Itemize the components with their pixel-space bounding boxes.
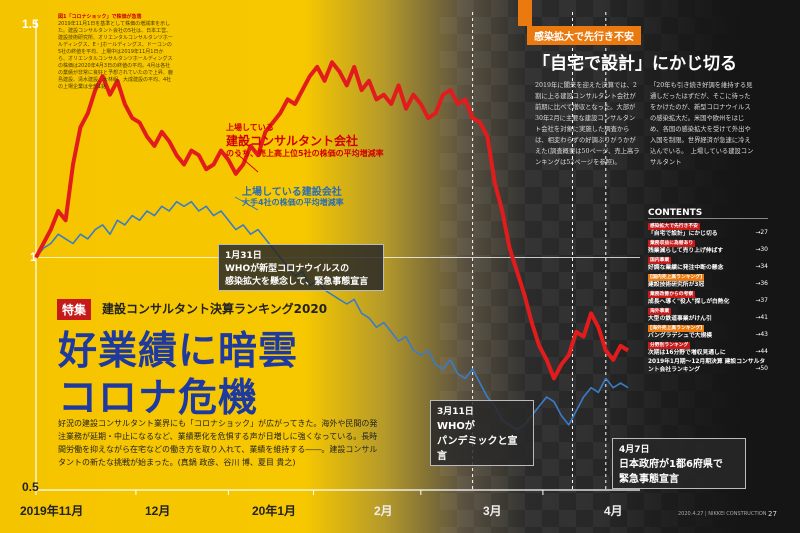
contents-item[interactable]: 国内事業 好調な業績に発注中断の懸念 →34 bbox=[648, 256, 768, 271]
contents-item-page: →34 bbox=[755, 263, 768, 270]
contents-item-text: 残業減らして売り上げ伸ばす bbox=[648, 248, 724, 254]
article-title-line1: 好業績に暗雲 bbox=[58, 329, 299, 374]
contents-item-page: →30 bbox=[755, 246, 768, 253]
sidebar-body-col2: 「20年も引き続き好調を維持する見通しだったはずだが、そこに待ったをかけたのが、… bbox=[650, 82, 754, 166]
blue-series-label-line2: 大手4社の株価の平均増減率 bbox=[242, 198, 344, 207]
contents-item-page: →44 bbox=[755, 348, 768, 355]
sidebar-badge-corner bbox=[518, 0, 532, 26]
contents-item-tag: 感染拡大で先行き不安 bbox=[648, 223, 700, 230]
contents-item-text: 大型の鉄道事業がけん引 bbox=[648, 316, 712, 322]
contents-item-text: 建設技術研究所が3冠 bbox=[648, 282, 705, 288]
contents-item-tag: [国内売上高ランキング] bbox=[648, 274, 705, 281]
callout-jan31-text2: 感染拡大を懸念して、緊急事態宣言 bbox=[225, 277, 369, 287]
contents-item[interactable]: [国内売上高ランキング] 建設技術研究所が3冠 →36 bbox=[648, 273, 768, 288]
contents-item-page: →37 bbox=[755, 297, 768, 304]
contents-item-tag: 分野別ランキング bbox=[648, 342, 691, 349]
label-connector bbox=[234, 196, 259, 211]
contents-item-page: →36 bbox=[755, 280, 768, 287]
contents-item-page: →27 bbox=[755, 229, 768, 236]
red-series-line bbox=[34, 60, 630, 381]
red-series-label-line2: 建設コンサルタント会社 bbox=[226, 134, 359, 148]
label-connector bbox=[234, 151, 259, 173]
contents-item-tag: 海外事業 bbox=[648, 308, 672, 315]
y-tick-label: 1 bbox=[30, 250, 37, 264]
contents-item-text: 好調な業績に発注中断の懸念 bbox=[648, 265, 724, 271]
contents-item-page: →50 bbox=[755, 365, 768, 372]
contents-item[interactable]: 業務収益に為替あり 残業減らして売り上げ伸ばす →30 bbox=[648, 239, 768, 254]
article-kicker: 建設コンサルタント決算ランキング2020 bbox=[102, 302, 328, 316]
sidebar-body-col1: 2019年に閣来を迎えた決算では、2割に上る建設コンサルタント会社が前期に比べて… bbox=[535, 82, 640, 166]
sidebar-badge: 感染拡大で先行き不安 bbox=[527, 26, 641, 45]
y-tick-label: 0.5 bbox=[22, 480, 39, 494]
contents-box: CONTENTS 感染拡大で先行き不安 「自宅で設計」にかじ切る →27 業務収益に為… bbox=[648, 208, 768, 375]
callout-mar11-text2: パンデミックと宣言 bbox=[437, 436, 518, 462]
contents-item-tag: 業務収益に為替あり bbox=[648, 240, 696, 247]
article-lead: 好況の建設コンサルタント業界にも「コロナショック」が広がってきた。海外や民間の発… bbox=[58, 419, 378, 467]
contents-item[interactable]: 分野別ランキング 次期は16分野で増収見通しに →44 bbox=[648, 341, 768, 356]
x-tick-label: 2019年11月 bbox=[20, 504, 84, 518]
contents-item-tag: 国内事業 bbox=[648, 257, 672, 264]
legend-text: 2019年11月1日を基準として株価の増減率を示した。建設コンサルタント会社の5… bbox=[58, 21, 173, 90]
contents-item[interactable]: 海外事業 大型の鉄道事業がけん引 →41 bbox=[648, 307, 768, 322]
legend-heading: 図1「コロナショック」で株価が急落 bbox=[58, 14, 142, 20]
feature-tag: 特集 bbox=[57, 299, 92, 320]
article-title-line2: コロナ危機 bbox=[58, 376, 259, 421]
callout-apr7-text1: 日本政府が1都6府県で bbox=[619, 459, 723, 470]
callout-mar11-text1: WHOが bbox=[437, 421, 475, 432]
contents-item-tag: [海外売上高ランキング] bbox=[648, 325, 705, 332]
contents-heading: CONTENTS bbox=[648, 208, 768, 219]
callout-apr7-text2: 緊急事態宣言 bbox=[619, 474, 679, 485]
callout-mar11: 3月11日 WHOが パンデミックと宣言 bbox=[430, 400, 534, 466]
contents-item-text: 「自宅で設計」にかじ切る bbox=[648, 231, 718, 237]
callout-apr7-date: 4月7日 bbox=[619, 445, 650, 455]
contents-item-text: 次期は16分野で増収見通しに bbox=[648, 350, 726, 356]
contents-item[interactable]: [海外売上高ランキング] バングラデシュで大規模 →43 bbox=[648, 324, 768, 339]
blue-series-label-line1: 上場している建設会社 bbox=[242, 187, 342, 198]
callout-mar11-date: 3月11日 bbox=[437, 407, 474, 417]
x-tick-label: 2月 bbox=[374, 504, 393, 518]
contents-item-text: 2019年1月期～12月期決算 建設コンサルタント会社ランキング bbox=[648, 359, 766, 373]
x-tick-label: 20年1月 bbox=[252, 504, 297, 518]
contents-item[interactable]: 感染拡大で先行き不安 「自宅で設計」にかじ切る →27 bbox=[648, 222, 768, 237]
page-number: 27 bbox=[768, 510, 777, 518]
callout-jan31-date: 1月31日 bbox=[225, 251, 262, 261]
sidebar-title: 「自宅で設計」にかじ切る bbox=[533, 54, 737, 74]
callout-apr7: 4月7日 日本政府が1都6府県で 緊急事態宣言 bbox=[612, 438, 746, 489]
footer-text: 2020.4.27 | NIKKEI CONSTRUCTION bbox=[678, 511, 767, 517]
callout-jan31-text1: WHOが新型コロナウイルスの bbox=[225, 264, 350, 274]
x-tick-label: 12月 bbox=[145, 504, 171, 518]
red-series-label-line1: 上場している bbox=[226, 123, 274, 132]
contents-item-text: バングラデシュで大規模 bbox=[648, 333, 713, 339]
x-tick-label: 3月 bbox=[483, 504, 502, 518]
red-series-label-line3: のうち、売上高上位5社の株価の平均増減率 bbox=[226, 149, 384, 158]
contents-item-tag: 業務改善からの考察 bbox=[648, 291, 696, 298]
x-tick-label: 4月 bbox=[604, 504, 623, 518]
chart-legend: 図1「コロナショック」で株価が急落 2019年11月1日を基準として株価の増減率… bbox=[58, 14, 173, 91]
contents-item-page: →43 bbox=[755, 331, 768, 338]
callout-jan31: 1月31日 WHOが新型コロナウイルスの 感染拡大を懸念して、緊急事態宣言 bbox=[218, 244, 384, 291]
contents-item-text: 成長へ導く"役人"探しが白熱化 bbox=[648, 299, 730, 305]
contents-list: 感染拡大で先行き不安 「自宅で設計」にかじ切る →27 業務収益に為替あり 残業減らして… bbox=[648, 222, 768, 373]
contents-item[interactable]: 業務改善からの考察 成長へ導く"役人"探しが白熱化 →37 bbox=[648, 290, 768, 305]
contents-item-page: →41 bbox=[755, 314, 768, 321]
y-tick-label: 1.5 bbox=[22, 17, 39, 31]
contents-item[interactable]: 2019年1月期～12月期決算 建設コンサルタント会社ランキング →50 bbox=[648, 358, 768, 373]
